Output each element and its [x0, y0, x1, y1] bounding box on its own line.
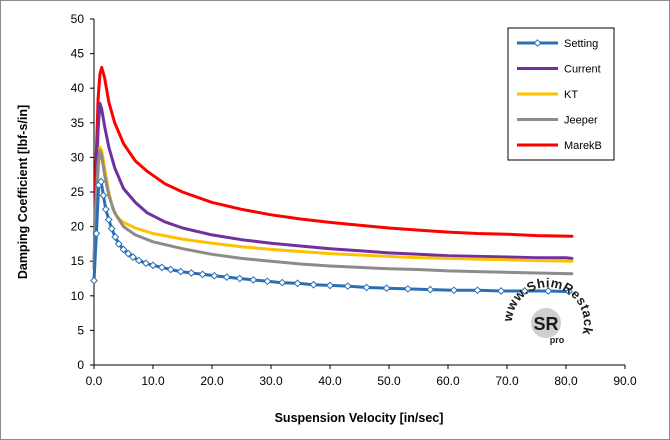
watermark-logo-sub: pro — [550, 335, 565, 345]
legend-label-current: Current — [564, 64, 601, 76]
data-point-setting — [249, 275, 258, 284]
y-tick-label: 50 — [71, 12, 85, 26]
data-point-setting — [403, 284, 412, 293]
data-point-setting — [210, 271, 219, 280]
data-point-setting — [426, 285, 435, 294]
data-point-setting — [134, 256, 143, 265]
y-tick-label: 45 — [71, 47, 85, 61]
series-current — [92, 101, 574, 270]
x-tick-label: 20.0 — [200, 374, 224, 388]
y-tick-label: 20 — [71, 220, 85, 234]
data-point-setting — [114, 239, 123, 248]
data-point-setting — [124, 249, 133, 258]
series-line-current — [92, 101, 574, 270]
data-point-setting — [107, 224, 116, 233]
legend-label-jeeper: Jeeper — [564, 115, 598, 127]
y-tick-label: 40 — [71, 81, 85, 95]
data-point-setting — [97, 177, 105, 186]
x-tick-label: 90.0 — [613, 374, 637, 388]
data-point-setting — [166, 265, 175, 274]
series-line-marekb — [92, 65, 574, 270]
legend-label-kt: KT — [564, 89, 578, 101]
y-tick-label: 30 — [71, 150, 85, 164]
data-point-setting — [157, 263, 166, 272]
axes: 0 5 10 15 20 25 30 35 40 45 50 0.0 10.0 20.0 30.0 40.0 5… — [71, 12, 637, 388]
y-tick-label: 0 — [77, 358, 84, 372]
data-point-setting — [111, 233, 120, 241]
data-point-setting — [544, 287, 553, 295]
data-point-setting — [263, 277, 272, 286]
data-point-setting — [90, 276, 98, 285]
y-tick-label: 15 — [71, 254, 85, 268]
x-axis-title: Suspension Velocity [in/sec] — [275, 411, 444, 425]
data-point-setting — [449, 286, 458, 295]
data-point-setting — [187, 269, 196, 277]
series-jeeper — [92, 149, 574, 276]
data-point-setting — [309, 280, 318, 289]
data-point-setting — [235, 274, 244, 283]
data-point-setting — [101, 205, 110, 214]
data-point-setting — [92, 229, 101, 238]
watermark-logo-letters: SR — [533, 314, 558, 334]
x-tick-label: 0.0 — [86, 374, 103, 388]
data-point-setting — [129, 253, 137, 261]
x-tick-label: 40.0 — [318, 374, 342, 388]
legend-marker-setting — [533, 39, 542, 47]
legend: Setting Current KT Jeeper MarekB — [507, 27, 615, 161]
series-group — [90, 65, 574, 296]
y-axis-title: Damping Coefficient [lbf-s/in] — [16, 105, 30, 279]
data-point-setting — [278, 278, 287, 287]
data-point-setting — [198, 270, 207, 279]
data-point-setting — [222, 273, 231, 282]
data-point-setting — [497, 287, 506, 295]
data-point-setting — [382, 284, 391, 293]
y-tick-label: 35 — [71, 116, 85, 130]
data-point-setting — [142, 259, 150, 268]
data-point-setting — [473, 286, 482, 295]
y-tick-label: 10 — [71, 289, 85, 303]
y-tick-label: 25 — [71, 185, 85, 199]
legend-items: Setting Current KT Jeeper MarekB — [517, 38, 602, 152]
data-point-setting — [176, 267, 185, 276]
data-point-setting — [149, 261, 157, 270]
y-tick-label: 5 — [77, 323, 84, 337]
data-point-setting — [104, 215, 113, 224]
x-tick-label: 60.0 — [436, 374, 460, 388]
data-point-setting — [362, 283, 371, 292]
data-point-setting — [565, 287, 573, 296]
x-tick-label: 70.0 — [495, 374, 519, 388]
data-point-setting — [326, 281, 334, 290]
legend-label-marekb: MarekB — [564, 140, 602, 152]
data-point-setting — [343, 282, 352, 291]
x-tick-label: 50.0 — [377, 374, 401, 388]
series-line-jeeper — [92, 149, 574, 276]
series-marekb — [92, 65, 574, 270]
data-point-setting — [293, 279, 302, 288]
data-point-setting — [119, 245, 128, 254]
data-point-setting — [520, 287, 529, 295]
watermark-logo-circle — [529, 306, 563, 340]
x-tick-label: 10.0 — [141, 374, 165, 388]
series-setting — [90, 177, 573, 296]
data-point-setting — [99, 191, 108, 200]
x-tick-label: 30.0 — [259, 374, 283, 388]
x-tick-label: 80.0 — [554, 374, 578, 388]
legend-label-setting: Setting — [564, 38, 598, 50]
